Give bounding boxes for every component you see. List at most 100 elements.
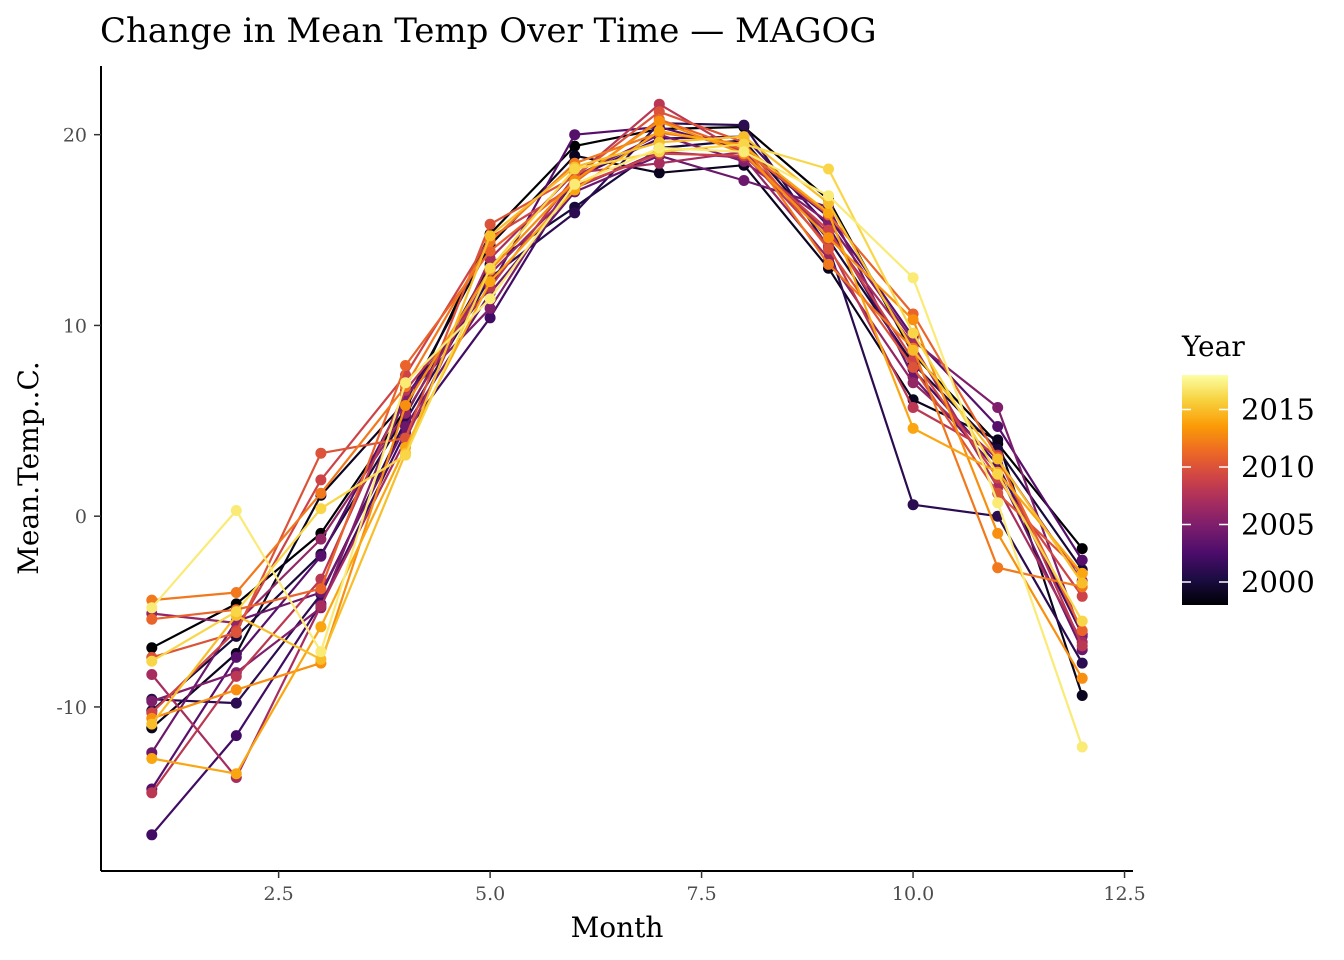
chart-title: Change in Mean Temp Over Time — MAGOG (100, 11, 877, 51)
data-point (315, 621, 327, 633)
data-point (823, 190, 834, 202)
y-tick-label: -10 (56, 697, 87, 719)
y-axis-title: Mean.Temp..C. (12, 361, 45, 575)
data-point (569, 178, 581, 190)
data-point (653, 167, 665, 179)
data-point (400, 377, 411, 389)
series-line (151, 129, 1084, 775)
data-point (315, 600, 327, 612)
legend-breaks: 2000 2005 2010 2015 (1182, 393, 1315, 599)
data-point (146, 642, 158, 654)
y-tick-label: 20 (63, 125, 87, 147)
legend-label: 2010 (1241, 450, 1315, 484)
series-2014 (146, 125, 1088, 780)
x-tick-label: 5.0 (475, 883, 505, 905)
data-point (146, 695, 158, 707)
series-line (150, 146, 1084, 748)
data-point (907, 499, 919, 511)
series-2015 (146, 131, 1088, 730)
data-point (400, 400, 411, 411)
series-line (150, 135, 1084, 725)
data-point (569, 207, 581, 219)
data-point (738, 146, 750, 158)
data-point (992, 402, 1004, 413)
x-tick-label: 2.5 (264, 883, 294, 905)
data-point (823, 243, 834, 255)
data-point (992, 562, 1004, 574)
data-point (230, 651, 242, 663)
data-point (653, 115, 665, 127)
series-line (151, 152, 1084, 714)
series-line (151, 133, 1084, 703)
data-point (230, 505, 242, 516)
series-2010 (146, 106, 1088, 663)
data-point (484, 262, 496, 274)
series-2002 (146, 131, 1088, 841)
data-point (992, 468, 1004, 480)
data-point (315, 550, 327, 562)
data-point (738, 175, 750, 186)
series-2004 (146, 150, 1088, 759)
x-tick-label: 7.5 (686, 883, 716, 905)
series-line (151, 120, 1084, 720)
series-2007 (146, 146, 1088, 783)
data-point (907, 377, 919, 389)
data-point (569, 140, 581, 152)
data-point (230, 697, 242, 709)
legend-label: 2000 (1241, 565, 1315, 599)
data-point (484, 218, 496, 230)
data-point (146, 718, 158, 730)
legend-label: 2015 (1241, 393, 1315, 427)
series-line (150, 150, 1084, 779)
series-2017 (146, 142, 1088, 753)
data-point (569, 150, 581, 162)
data-point (400, 360, 411, 371)
series-line (151, 143, 1084, 663)
x-tick-label: 12.5 (1103, 883, 1145, 905)
data-point (315, 474, 327, 486)
data-point (484, 276, 496, 288)
data-point (315, 447, 327, 459)
series-layer (146, 98, 1088, 841)
data-point (146, 655, 158, 667)
data-point (146, 594, 158, 606)
data-point (992, 434, 1004, 446)
data-point (1076, 741, 1088, 753)
legend-label: 2005 (1241, 508, 1315, 542)
data-point (146, 613, 158, 625)
data-point (1076, 543, 1088, 555)
data-point (907, 361, 919, 373)
series-2008 (146, 98, 1088, 799)
data-point (230, 606, 242, 618)
data-point (1076, 615, 1088, 627)
data-point (230, 730, 242, 742)
data-point (1076, 640, 1088, 652)
data-point (823, 163, 834, 175)
data-point (823, 258, 834, 270)
data-point (569, 129, 581, 141)
series-line (150, 125, 1084, 790)
data-point (315, 653, 327, 665)
data-point (992, 421, 1004, 432)
y-axis-ticks: -10 0 10 20 (56, 125, 101, 719)
series-line (150, 154, 1084, 754)
data-point (738, 138, 750, 150)
data-point (907, 344, 919, 356)
data-point (653, 106, 665, 118)
series-1999 (146, 150, 1088, 734)
series-line (151, 154, 1084, 729)
data-point (907, 314, 919, 326)
data-point (653, 157, 665, 169)
data-point (653, 98, 665, 110)
series-2003 (146, 121, 1088, 795)
data-point (315, 646, 327, 658)
data-point (907, 272, 919, 284)
data-point (823, 197, 834, 209)
data-point (1076, 590, 1088, 602)
y-tick-label: 10 (63, 315, 87, 337)
data-point (484, 230, 496, 242)
data-point (230, 670, 242, 682)
data-point (146, 669, 158, 680)
y-tick-label: 0 (75, 506, 87, 528)
